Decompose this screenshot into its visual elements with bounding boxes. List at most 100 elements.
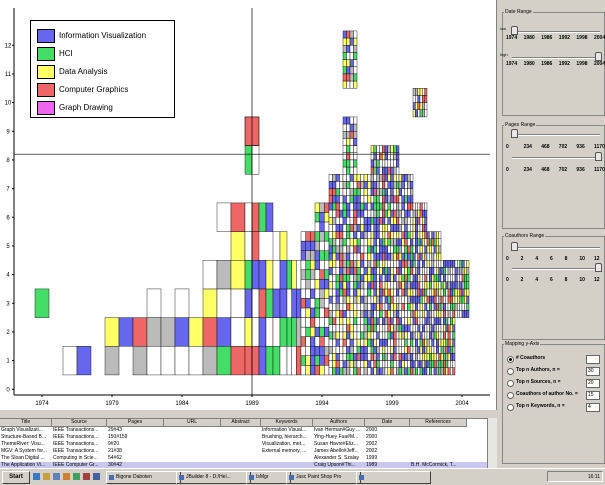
publication-cell[interactable] (419, 217, 423, 225)
publication-cell[interactable] (419, 310, 423, 318)
publication-cell[interactable] (401, 274, 405, 282)
publication-cell[interactable] (160, 317, 176, 347)
publication-cell[interactable] (398, 231, 402, 239)
publication-cell[interactable] (342, 274, 347, 282)
publication-cell[interactable] (396, 281, 400, 290)
publication-cell[interactable] (265, 260, 274, 290)
publication-cell[interactable] (393, 174, 397, 182)
publication-cell[interactable] (433, 353, 437, 361)
publication-cell[interactable] (431, 260, 435, 268)
publication-cell[interactable] (342, 303, 347, 311)
publication-cell[interactable] (367, 252, 372, 261)
publication-cell[interactable] (356, 274, 361, 282)
start-button[interactable]: Start (2, 471, 30, 484)
publication-cell[interactable] (346, 159, 351, 168)
publication-cell[interactable] (376, 338, 380, 347)
publication-cell[interactable] (342, 66, 347, 75)
publication-cell[interactable] (404, 288, 408, 297)
publication-cell[interactable] (459, 288, 463, 297)
publication-cell[interactable] (422, 338, 425, 347)
publication-cell[interactable] (384, 267, 388, 275)
publication-cell[interactable] (279, 260, 288, 290)
publication-cell[interactable] (335, 252, 340, 261)
publication-cell[interactable] (346, 174, 351, 182)
publication-cell[interactable] (443, 367, 446, 376)
publication-table[interactable]: Title Source Pages URL Abstract Keywords Autho… (0, 418, 496, 469)
publication-cell[interactable] (332, 224, 337, 232)
publication-cell[interactable] (360, 353, 365, 361)
publication-cell[interactable] (251, 145, 260, 175)
publication-cell[interactable] (376, 303, 380, 311)
publication-cell[interactable] (440, 338, 444, 347)
publication-cell[interactable] (417, 252, 421, 261)
publication-cell[interactable] (466, 288, 470, 297)
publication-cell[interactable] (438, 274, 442, 282)
publication-cell[interactable] (305, 326, 311, 337)
publication-cell[interactable] (146, 317, 162, 347)
publication-cell[interactable] (370, 159, 374, 168)
publication-cell[interactable] (412, 310, 416, 318)
publication-cell[interactable] (424, 288, 428, 297)
column-header[interactable]: URL (164, 419, 221, 427)
publication-cell[interactable] (433, 310, 437, 318)
publication-cell[interactable] (363, 324, 368, 333)
publication-cell[interactable] (346, 317, 351, 325)
publication-cell[interactable] (363, 217, 368, 225)
publication-cell[interactable] (450, 331, 453, 340)
publication-cell[interactable] (393, 202, 397, 211)
publication-cell[interactable] (216, 346, 232, 376)
publication-cell[interactable] (457, 303, 460, 311)
publication-cell[interactable] (459, 274, 463, 282)
publication-cell[interactable] (401, 209, 405, 218)
publication-cell[interactable] (370, 224, 374, 232)
publication-cell[interactable] (396, 288, 400, 297)
publication-cell[interactable] (464, 295, 467, 304)
publication-cell[interactable] (188, 346, 204, 376)
publication-cell[interactable] (433, 331, 437, 340)
publication-cell[interactable] (417, 209, 421, 218)
publication-cell[interactable] (445, 295, 449, 304)
publication-cell[interactable] (349, 224, 354, 232)
publication-cell[interactable] (356, 360, 361, 368)
publication-cell[interactable] (339, 360, 344, 368)
publication-cell[interactable] (426, 346, 430, 354)
publication-cell[interactable] (363, 174, 368, 182)
publication-cell[interactable] (367, 331, 372, 340)
publication-cell[interactable] (363, 295, 368, 304)
publication-cell[interactable] (324, 221, 330, 232)
publication-cell[interactable] (393, 245, 397, 254)
publication-cell[interactable] (376, 267, 380, 275)
publication-cell[interactable] (324, 336, 330, 347)
publication-cell[interactable] (370, 166, 374, 175)
publication-cell[interactable] (382, 152, 386, 161)
publication-cell[interactable] (310, 260, 316, 271)
publication-cell[interactable] (339, 224, 344, 232)
publication-cell[interactable] (390, 346, 394, 354)
publication-cell[interactable] (353, 52, 358, 60)
publication-cell[interactable] (353, 145, 358, 153)
publication-cell[interactable] (353, 217, 358, 225)
publication-cell[interactable] (390, 288, 394, 297)
publication-cell[interactable] (373, 159, 377, 168)
publication-cell[interactable] (447, 260, 451, 268)
publication-cell[interactable] (387, 260, 391, 268)
publication-cell[interactable] (396, 224, 400, 232)
publication-cell[interactable] (407, 202, 411, 211)
publication-cell[interactable] (447, 353, 451, 361)
publication-cell[interactable] (387, 281, 391, 290)
publication-cell[interactable] (410, 188, 414, 196)
publication-cell[interactable] (398, 274, 402, 282)
publication-cell[interactable] (367, 202, 372, 211)
publication-cell[interactable] (370, 152, 374, 161)
publication-cell[interactable] (431, 331, 435, 340)
publication-cell[interactable] (393, 281, 397, 290)
publication-cell[interactable] (426, 303, 430, 311)
publication-cell[interactable] (426, 260, 430, 268)
publication-cell[interactable] (376, 245, 380, 254)
publication-cell[interactable] (356, 217, 361, 225)
publication-cell[interactable] (353, 209, 358, 218)
publication-cell[interactable] (393, 217, 397, 225)
publication-cell[interactable] (324, 365, 330, 376)
publication-cell[interactable] (461, 281, 465, 290)
publication-cell[interactable] (305, 346, 311, 357)
